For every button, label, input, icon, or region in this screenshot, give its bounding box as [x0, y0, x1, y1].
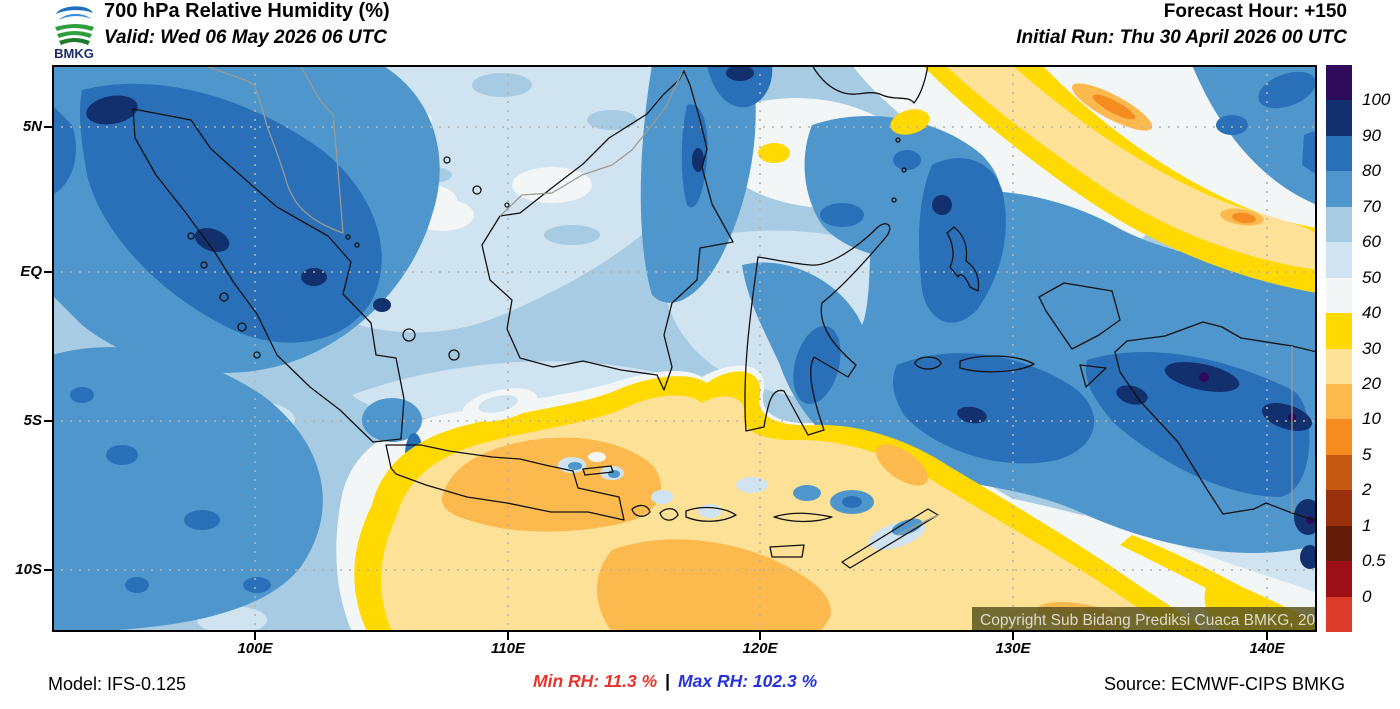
x-tick [1266, 632, 1268, 640]
colorbar-segment [1326, 277, 1352, 314]
bmkg-logo-graphic: BMKG [54, 6, 94, 61]
colorbar [1326, 65, 1352, 632]
x-axis-label-110e: 110E [491, 640, 525, 657]
foreign-borders [203, 64, 1293, 536]
svg-text:Copyright Sub Bidang Prediksi: Copyright Sub Bidang Prediksi Cuaca BMKG… [980, 612, 1317, 629]
colorbar-labels: 100 90 80 70 60 50 40 30 20 10 5 2 1 0.5 0 [1362, 65, 1400, 632]
x-tick [507, 632, 509, 640]
colorbar-label: 10 [1362, 409, 1381, 429]
page-title: 700 hPa Relative Humidity (%) [104, 0, 390, 22]
colorbar-label: 30 [1362, 338, 1381, 358]
y-axis-label-10s: 10S [15, 561, 42, 578]
colorbar-label: 60 [1362, 232, 1381, 252]
colorbar-segment [1326, 242, 1352, 278]
colorbar-label: 90 [1362, 125, 1381, 145]
valid-time: Valid: Wed 06 May 2026 06 UTC [104, 27, 388, 48]
x-axis-label-100e: 100E [237, 640, 273, 657]
colorbar-label: 50 [1362, 267, 1381, 287]
x-tick [254, 632, 256, 640]
source-label: Source: ECMWF-CIPS BMKG [1103, 674, 1345, 694]
colorbar-label: 40 [1362, 303, 1381, 323]
colorbar-segment [1326, 100, 1352, 136]
forecast-hour: Forecast Hour: +150 [1163, 1, 1347, 22]
y-tick [44, 420, 52, 422]
colorbar-label: 0.5 [1362, 551, 1386, 571]
run-info: Forecast Hour: +150 Initial Run: Thu 30 … [1016, 1, 1347, 49]
max-rh-value: Max RH: 102.3 % [678, 671, 818, 691]
colorbar-segment [1326, 65, 1352, 101]
humidity-map-canvas: Copyright Sub Bidang Prediksi Cuaca BMKG… [52, 64, 1332, 634]
colorbar-segment [1326, 171, 1352, 207]
y-axis-label-eq: EQ [20, 263, 42, 280]
colorbar-segment [1326, 419, 1352, 455]
colorbar-segment [1326, 596, 1352, 632]
map-frame [52, 65, 1317, 632]
colorbar-label: 2 [1362, 480, 1372, 500]
x-axis-label-120e: 120E [742, 640, 778, 657]
colorbar-segment [1326, 313, 1352, 349]
min-rh-value: Min RH: 11.3 % [533, 671, 658, 691]
colorbar-segment [1326, 561, 1352, 597]
rh-90-100-cores [86, 65, 1322, 569]
x-tick [759, 632, 761, 640]
colorbar-segment [1326, 383, 1352, 420]
x-axis-label-130e: 130E [995, 640, 1031, 657]
colorbar-segment [1326, 490, 1352, 526]
colorbar-segment [1326, 206, 1352, 243]
colorbar-segment [1326, 525, 1352, 562]
y-tick [44, 271, 52, 273]
x-tick [1012, 632, 1014, 640]
copyright-watermark: Copyright Sub Bidang Prediksi Cuaca BMKG… [972, 607, 1332, 632]
y-axis-label-5n: 5N [22, 118, 42, 135]
y-tick [44, 569, 52, 571]
svg-text:BMKG: BMKG [54, 46, 94, 61]
min-max-rh: Min RH: 11.3 % | Max RH: 102.3 % [533, 671, 817, 692]
y-axis-label-5s: 5S [23, 412, 42, 429]
rh-5-10-streaks [1092, 94, 1256, 224]
y-tick [44, 126, 52, 128]
map-area: Copyright Sub Bidang Prediksi Cuaca BMKG… [52, 64, 1332, 634]
x-axis-label-140e: 140E [1249, 640, 1285, 657]
colorbar-segment [1326, 348, 1352, 384]
initial-run: Initial Run: Thu 30 April 2026 00 UTC [1016, 27, 1347, 48]
colorbar-label: 80 [1362, 161, 1381, 181]
colorbar-label: 0 [1362, 586, 1372, 606]
coastlines [132, 64, 1318, 569]
model-label: Model: IFS-0.125 [48, 674, 187, 694]
colorbar-label: 20 [1362, 373, 1381, 393]
graticule [52, 65, 1317, 632]
colorbar-label: 1 [1362, 515, 1372, 535]
colorbar-label: 100 [1362, 90, 1391, 110]
colorbar-label: 70 [1362, 196, 1381, 216]
colorbar-segment [1326, 135, 1352, 172]
min-max-separator: | [665, 671, 671, 691]
colorbar-label: 5 [1362, 444, 1372, 464]
bmkg-logo: BMKG [46, 1, 102, 61]
colorbar-segment [1326, 454, 1352, 491]
